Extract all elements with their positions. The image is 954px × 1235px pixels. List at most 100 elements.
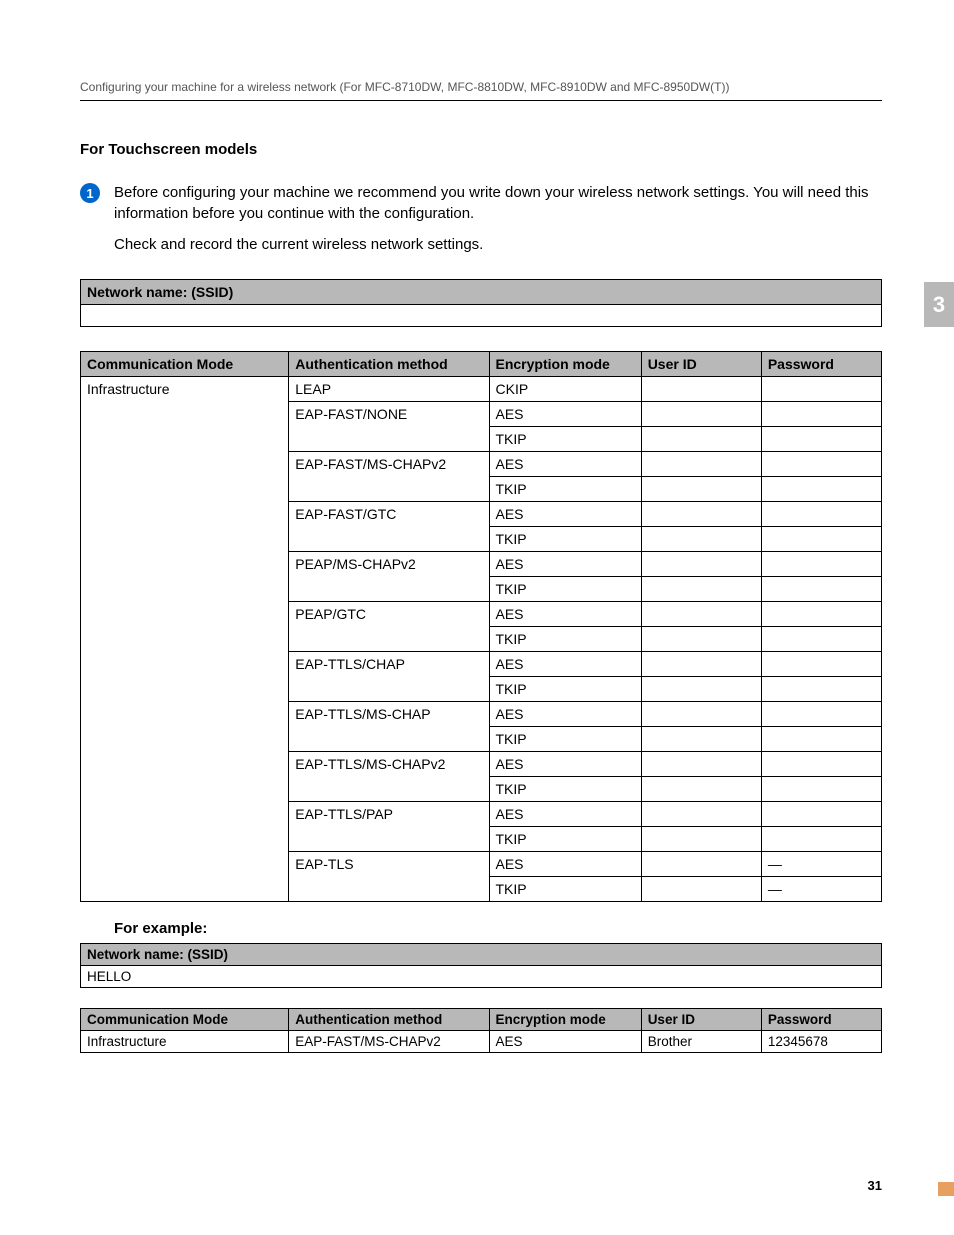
auth-method-cell: EAP-TTLS/MS-CHAP <box>289 702 489 752</box>
example-auth-cell: EAP-FAST/MS-CHAPv2 <box>289 1031 489 1053</box>
user-id-cell <box>641 627 761 652</box>
password-cell <box>761 827 881 852</box>
user-id-cell <box>641 452 761 477</box>
encryption-cell: AES <box>489 502 641 527</box>
step-text: Before configuring your machine we recom… <box>114 182 882 224</box>
auth-method-cell: EAP-FAST/GTC <box>289 502 489 552</box>
user-id-cell <box>641 652 761 677</box>
password-cell <box>761 777 881 802</box>
encryption-cell: TKIP <box>489 727 641 752</box>
password-cell <box>761 727 881 752</box>
password-cell <box>761 652 881 677</box>
user-id-cell <box>641 727 761 752</box>
example-ssid-heading-cell: Network name: (SSID) <box>81 944 882 966</box>
encryption-cell: AES <box>489 402 641 427</box>
example-label: For example: <box>114 920 882 937</box>
section-heading: For Touchscreen models <box>80 141 882 158</box>
page-number: 31 <box>868 1178 882 1193</box>
encryption-cell: AES <box>489 552 641 577</box>
auth-method-cell: PEAP/MS-CHAPv2 <box>289 552 489 602</box>
comm-mode-cell: Infrastructure <box>81 377 289 902</box>
auth-method-cell: LEAP <box>289 377 489 402</box>
user-id-cell <box>641 852 761 877</box>
example-settings-table: Communication ModeAuthentication methodE… <box>80 1008 882 1053</box>
auth-method-cell: EAP-TTLS/CHAP <box>289 652 489 702</box>
user-id-cell <box>641 702 761 727</box>
user-id-cell <box>641 402 761 427</box>
step-subtext: Check and record the current wireless ne… <box>114 234 882 255</box>
password-cell <box>761 702 881 727</box>
password-cell <box>761 577 881 602</box>
user-id-cell <box>641 752 761 777</box>
user-id-cell <box>641 677 761 702</box>
password-cell <box>761 752 881 777</box>
header-rule <box>80 100 882 101</box>
encryption-cell: AES <box>489 602 641 627</box>
auth-method-cell: EAP-FAST/NONE <box>289 402 489 452</box>
ssid-table: Network name: (SSID) <box>80 279 882 327</box>
auth-method-cell: EAP-TLS <box>289 852 489 902</box>
encryption-cell: TKIP <box>489 577 641 602</box>
encryption-cell: TKIP <box>489 677 641 702</box>
encryption-cell: AES <box>489 652 641 677</box>
encryption-cell: CKIP <box>489 377 641 402</box>
example-comm-cell: Infrastructure <box>81 1031 289 1053</box>
password-cell <box>761 802 881 827</box>
user-id-cell <box>641 877 761 902</box>
user-id-cell <box>641 827 761 852</box>
encryption-cell: AES <box>489 452 641 477</box>
auth-method-cell: EAP-TTLS/PAP <box>289 802 489 852</box>
password-cell <box>761 552 881 577</box>
example-user-cell: Brother <box>641 1031 761 1053</box>
user-id-cell <box>641 602 761 627</box>
password-cell <box>761 452 881 477</box>
chapter-side-tab: 3 <box>924 282 954 327</box>
password-cell <box>761 377 881 402</box>
encryption-cell: TKIP <box>489 777 641 802</box>
ssid-blank-cell <box>81 305 882 327</box>
user-id-cell <box>641 802 761 827</box>
user-id-cell <box>641 577 761 602</box>
example-col-header: Communication Mode <box>81 1009 289 1031</box>
auth-method-cell: EAP-FAST/MS-CHAPv2 <box>289 452 489 502</box>
page-header: Configuring your machine for a wireless … <box>80 80 882 94</box>
user-id-cell <box>641 427 761 452</box>
example-pass-cell: 12345678 <box>761 1031 881 1053</box>
password-cell <box>761 402 881 427</box>
settings-table: Communication ModeAuthentication method E… <box>80 351 882 902</box>
password-cell <box>761 477 881 502</box>
user-id-cell <box>641 377 761 402</box>
example-ssid-value-cell: HELLO <box>81 966 882 988</box>
step-row: 1 Before configuring your machine we rec… <box>80 182 882 224</box>
settings-col-header: Communication Mode <box>81 352 289 377</box>
user-id-cell <box>641 777 761 802</box>
encryption-cell: TKIP <box>489 627 641 652</box>
encryption-cell: AES <box>489 752 641 777</box>
encryption-cell: TKIP <box>489 477 641 502</box>
encryption-cell: AES <box>489 852 641 877</box>
encryption-cell: AES <box>489 702 641 727</box>
settings-col-header: Authentication method <box>289 352 489 377</box>
encryption-cell: TKIP <box>489 427 641 452</box>
password-cell <box>761 527 881 552</box>
example-enc-cell: AES <box>489 1031 641 1053</box>
encryption-cell: TKIP <box>489 877 641 902</box>
encryption-cell: TKIP <box>489 827 641 852</box>
example-col-header: User ID <box>641 1009 761 1031</box>
password-cell <box>761 502 881 527</box>
password-cell <box>761 677 881 702</box>
page-number-tab <box>938 1182 954 1196</box>
ssid-heading-cell: Network name: (SSID) <box>81 280 882 305</box>
step-number-badge: 1 <box>80 183 100 203</box>
password-cell: — <box>761 877 881 902</box>
user-id-cell <box>641 527 761 552</box>
password-cell: — <box>761 852 881 877</box>
user-id-cell <box>641 552 761 577</box>
password-cell <box>761 602 881 627</box>
auth-method-cell: PEAP/GTC <box>289 602 489 652</box>
example-col-header: Authentication method <box>289 1009 489 1031</box>
example-ssid-table: Network name: (SSID) HELLO <box>80 943 882 988</box>
example-col-header: Password <box>761 1009 881 1031</box>
user-id-cell <box>641 502 761 527</box>
password-cell <box>761 427 881 452</box>
